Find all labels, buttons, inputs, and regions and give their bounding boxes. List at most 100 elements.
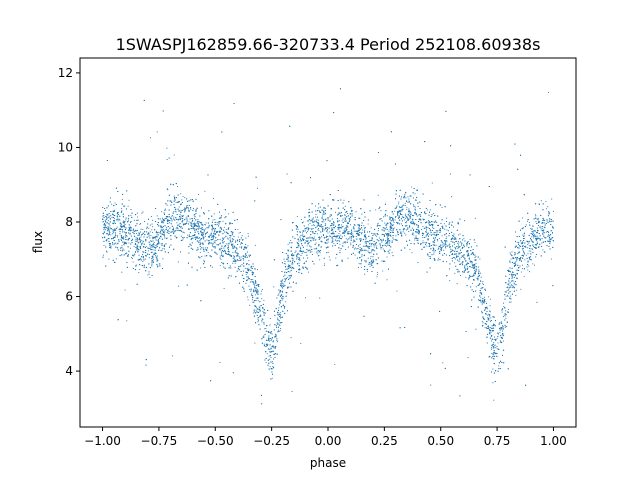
data-point (180, 215, 182, 217)
data-point (395, 216, 397, 219)
data-point (482, 280, 484, 283)
data-point (276, 337, 278, 339)
data-point (452, 237, 454, 239)
data-point (307, 212, 310, 214)
data-point (304, 297, 307, 299)
data-point (235, 246, 237, 248)
data-point (449, 173, 451, 175)
data-point (502, 340, 504, 342)
data-point (521, 248, 523, 250)
data-point (541, 228, 543, 230)
data-point (386, 215, 388, 217)
data-point (300, 218, 302, 220)
data-point (257, 318, 259, 321)
data-point (490, 317, 492, 319)
data-point (141, 240, 143, 242)
data-point (179, 214, 181, 216)
data-point (520, 271, 522, 273)
data-point (268, 355, 270, 357)
data-point (224, 237, 226, 239)
data-point (387, 228, 389, 231)
data-point (124, 289, 126, 291)
data-point (152, 249, 154, 251)
data-point (313, 217, 315, 219)
data-point (121, 271, 123, 273)
data-point (278, 304, 280, 306)
data-point (345, 238, 347, 240)
data-point (328, 217, 330, 219)
data-point (263, 335, 265, 337)
data-point (244, 267, 246, 269)
data-point (511, 277, 513, 280)
data-point (171, 215, 173, 217)
data-point (199, 246, 201, 248)
data-point (408, 231, 410, 233)
data-point (347, 257, 349, 259)
data-point (325, 252, 328, 254)
data-point (537, 225, 540, 227)
data-point (233, 255, 235, 257)
data-point (240, 256, 242, 258)
data-point (338, 232, 340, 235)
data-point (239, 231, 241, 234)
data-point (515, 289, 517, 291)
data-point (140, 236, 142, 238)
data-point (282, 275, 285, 278)
data-point (323, 221, 325, 223)
data-point (308, 216, 310, 218)
data-point (187, 234, 189, 236)
data-point (213, 241, 215, 243)
data-point (300, 250, 302, 252)
data-point (371, 236, 373, 239)
data-point (471, 263, 473, 265)
data-point (380, 246, 382, 248)
data-point (168, 222, 170, 224)
data-point (153, 241, 155, 243)
data-point (513, 276, 516, 278)
data-point (284, 263, 287, 265)
data-point (422, 237, 424, 239)
data-point (254, 294, 257, 296)
data-point (547, 91, 550, 93)
data-point (150, 216, 152, 218)
data-point (161, 222, 163, 224)
data-point (475, 255, 477, 257)
data-point (475, 286, 477, 288)
data-point (306, 230, 309, 232)
data-point (515, 260, 517, 263)
data-point (281, 299, 283, 301)
data-point (503, 316, 505, 318)
data-point (376, 235, 378, 237)
data-point (376, 271, 378, 274)
data-point (104, 209, 107, 212)
data-point (220, 215, 222, 217)
data-point (444, 228, 446, 230)
data-point (147, 233, 149, 235)
data-point (207, 251, 209, 254)
data-point (536, 241, 538, 243)
data-point (121, 198, 123, 200)
data-point (286, 173, 288, 175)
data-point (319, 297, 321, 299)
data-point (516, 241, 518, 243)
data-point (152, 253, 155, 255)
data-point (176, 226, 178, 228)
data-point (335, 257, 337, 259)
data-point (482, 282, 484, 284)
data-point (548, 210, 550, 212)
data-point (533, 235, 535, 237)
data-point (197, 247, 199, 249)
data-point (407, 201, 409, 203)
data-point (535, 240, 537, 242)
data-point (123, 238, 125, 240)
data-point (475, 259, 477, 261)
data-point (506, 269, 509, 271)
data-point (417, 239, 419, 241)
data-point (525, 245, 527, 247)
data-point (393, 227, 395, 229)
data-point (460, 256, 462, 259)
data-point (161, 220, 163, 222)
data-point (240, 247, 243, 249)
data-point (109, 215, 111, 217)
data-point (181, 199, 183, 201)
